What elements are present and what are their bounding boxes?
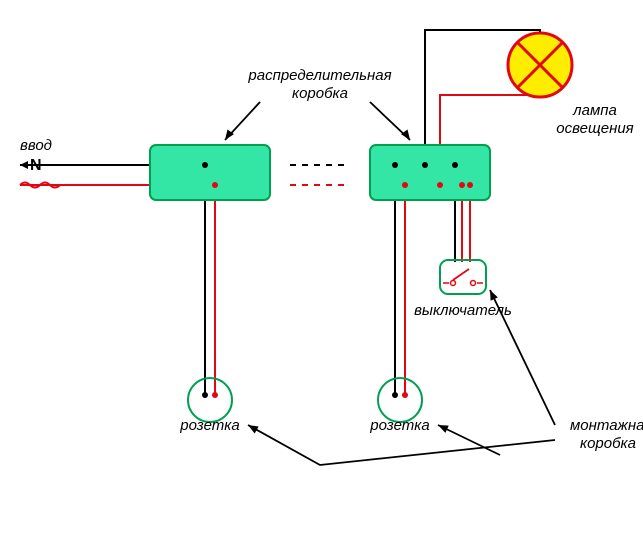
socket-2 (378, 378, 422, 422)
neutral-input-arrow (20, 161, 28, 169)
switch-terminal (451, 281, 456, 286)
node-live (212, 182, 218, 188)
label-input: ввод (20, 137, 52, 154)
leader-line (438, 425, 500, 455)
label-N: N (30, 157, 42, 174)
label-mbox2: коробка (580, 435, 636, 452)
switch-lever (453, 269, 469, 280)
node-live (212, 392, 218, 398)
label-socket1: розетка (179, 417, 239, 434)
label-junction1: распределительная (247, 67, 391, 84)
switch-box (440, 260, 486, 294)
leader-arrowhead (246, 422, 259, 434)
leader-arrowhead (436, 421, 448, 432)
junction-box-2 (370, 145, 490, 200)
node-live (402, 392, 408, 398)
label-junction2: коробка (292, 85, 348, 102)
node-live (467, 182, 473, 188)
leader-arrowhead (486, 288, 497, 300)
node-live (459, 182, 465, 188)
label-lamp2: освещения (556, 120, 633, 137)
node-neutral (452, 162, 458, 168)
label-lamp1: лампа (572, 102, 617, 119)
label-mbox1: монтажная (570, 417, 643, 434)
socket-1 (188, 378, 232, 422)
label-switch: выключатель (414, 302, 512, 319)
node-live (437, 182, 443, 188)
node-neutral (392, 162, 398, 168)
wires-group (20, 30, 540, 395)
leader-arrowhead (401, 130, 413, 143)
node-neutral (202, 162, 208, 168)
switch-terminal (471, 281, 476, 286)
node-neutral (202, 392, 208, 398)
node-live (402, 182, 408, 188)
node-neutral (392, 392, 398, 398)
label-socket2: розетка (369, 417, 429, 434)
junction-box-1 (150, 145, 270, 200)
node-neutral (422, 162, 428, 168)
